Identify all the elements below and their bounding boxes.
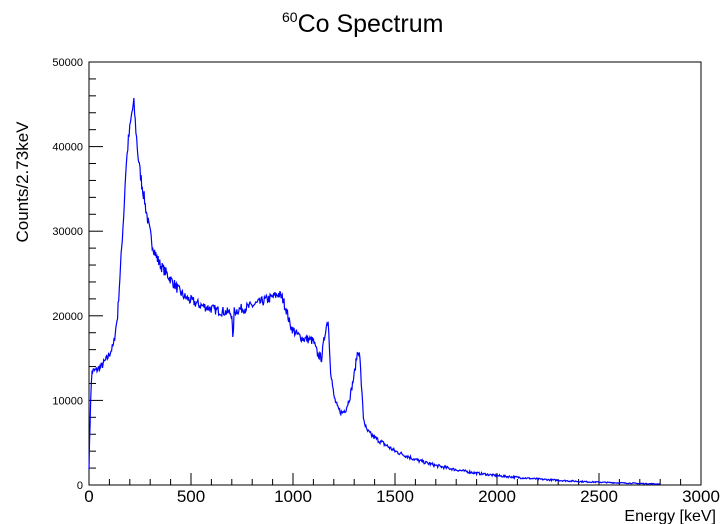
x-tick-label: 1000 bbox=[274, 487, 312, 506]
chart-title: 60Co Spectrum bbox=[282, 9, 443, 38]
x-tick-label: 2000 bbox=[478, 487, 516, 506]
y-tick-label: 50000 bbox=[52, 57, 83, 69]
x-tick-label: 500 bbox=[177, 487, 205, 506]
title-rest: Co Spectrum bbox=[298, 10, 444, 38]
title-isotope-mass: 60 bbox=[282, 9, 298, 25]
plot-frame bbox=[88, 61, 702, 486]
y-tick-label: 20000 bbox=[52, 311, 83, 323]
x-tick-label: 0 bbox=[84, 487, 93, 506]
y-axis-label: Counts/2.73keV bbox=[13, 121, 32, 243]
y-tick-label: 40000 bbox=[52, 142, 83, 154]
y-tick-label: 0 bbox=[77, 480, 83, 492]
x-axis-label: Energy [keV] bbox=[624, 508, 716, 524]
x-tick-label: 2500 bbox=[580, 487, 618, 506]
x-tick-label: 1500 bbox=[376, 487, 414, 506]
x-tick-label: 3000 bbox=[682, 487, 720, 506]
y-tick-label: 10000 bbox=[52, 395, 83, 407]
y-tick-label: 30000 bbox=[52, 226, 83, 238]
spectrum-line bbox=[88, 97, 661, 486]
